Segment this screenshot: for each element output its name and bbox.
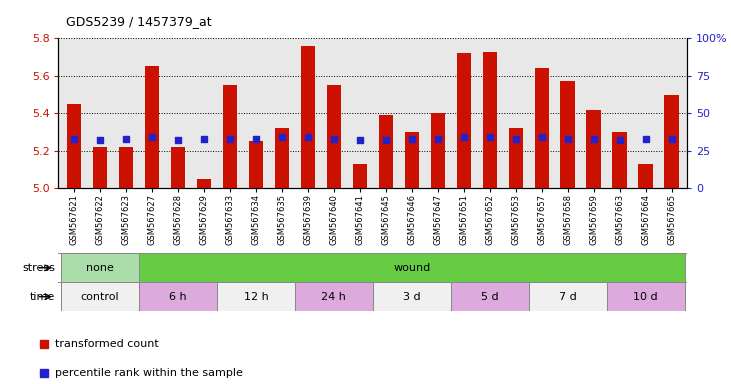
Text: stress: stress [22,263,55,273]
Text: 10 d: 10 d [633,291,658,302]
Bar [529,282,607,311]
Point [484,134,496,140]
Text: wound: wound [393,263,431,273]
Bar [197,179,211,188]
Point [250,136,262,142]
Text: time: time [29,291,55,302]
Point [172,137,183,143]
Point [94,137,106,143]
Bar [509,128,523,188]
Bar [638,164,653,188]
Bar [61,282,139,311]
Bar [145,66,159,188]
Point [510,136,521,142]
Bar [327,85,341,188]
Bar [295,282,373,311]
Text: GDS5239 / 1457379_at: GDS5239 / 1457379_at [66,15,211,28]
Bar [352,164,367,188]
Bar [171,147,185,188]
Bar [61,253,139,282]
Text: 24 h: 24 h [322,291,346,302]
Bar [451,282,529,311]
Bar [217,282,295,311]
Point [640,136,651,142]
Text: 3 d: 3 d [403,291,420,302]
Bar [373,282,451,311]
Bar [431,113,445,188]
Bar [405,132,419,188]
Point [328,136,340,142]
Bar [67,104,81,188]
Point [146,134,158,140]
Point [562,136,574,142]
Bar [607,282,684,311]
Text: transformed count: transformed count [55,339,159,349]
Point [406,136,417,142]
Point [354,137,366,143]
Point [276,134,288,140]
Point [666,136,678,142]
Text: 12 h: 12 h [243,291,268,302]
Bar [664,94,678,188]
Point [614,137,626,143]
Bar [139,253,684,282]
Point [302,134,314,140]
Bar [119,147,133,188]
Bar [93,147,107,188]
Bar [613,132,626,188]
Point [458,134,469,140]
Bar [379,115,393,188]
Bar [275,128,289,188]
Bar [139,282,217,311]
Text: 7 d: 7 d [558,291,577,302]
Text: 6 h: 6 h [169,291,187,302]
Bar [534,68,549,188]
Bar [482,51,497,188]
Point [120,136,132,142]
Point [198,136,210,142]
Point [588,136,599,142]
Point [432,136,444,142]
Text: percentile rank within the sample: percentile rank within the sample [55,368,243,378]
Text: 5 d: 5 d [481,291,499,302]
Text: control: control [80,291,119,302]
Bar [457,53,471,188]
Point [536,134,548,140]
Point [68,136,80,142]
Bar [561,81,575,188]
Point [380,137,392,143]
Text: none: none [86,263,114,273]
Bar [586,109,601,188]
Bar [249,141,263,188]
Bar [300,46,315,188]
Bar [223,85,237,188]
Point [224,136,236,142]
